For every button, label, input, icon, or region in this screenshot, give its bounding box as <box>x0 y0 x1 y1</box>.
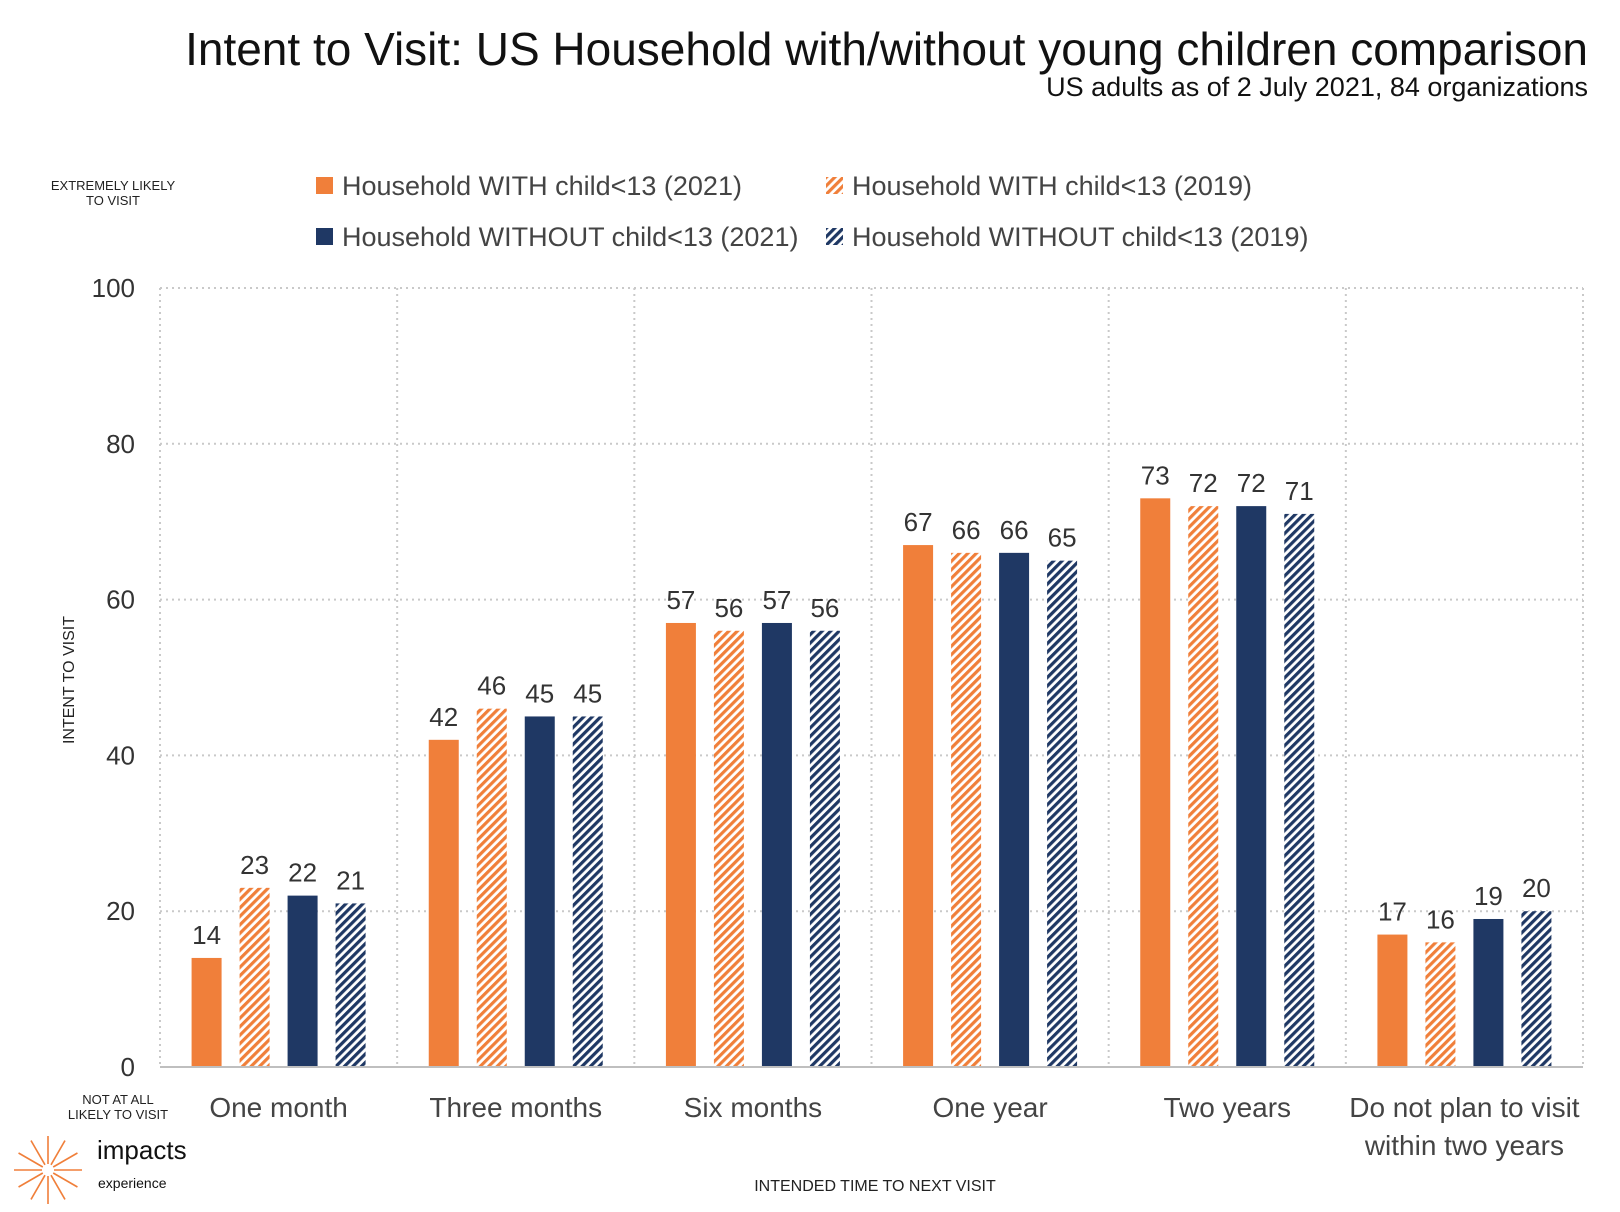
data-label: 57 <box>666 585 695 615</box>
x-tick-label: Two years <box>1163 1092 1291 1123</box>
x-tick-label: Six months <box>684 1092 823 1123</box>
data-label: 66 <box>1000 515 1029 545</box>
data-label: 72 <box>1237 468 1266 498</box>
data-label: 73 <box>1141 460 1170 490</box>
bar <box>713 630 744 1067</box>
data-label: 45 <box>573 678 602 708</box>
data-labels: 14 23 22 21 42 46 45 45 57 56 57 56 67 66 66 65 73 72 72 71… <box>192 460 1551 950</box>
y-tick-label: 80 <box>106 429 135 459</box>
sunburst-ray <box>52 1152 78 1168</box>
bar <box>1473 918 1504 1067</box>
bar <box>572 716 603 1067</box>
y-tick-label: 40 <box>106 740 135 770</box>
data-label: 56 <box>810 593 839 623</box>
data-label: 21 <box>336 865 365 895</box>
bar <box>428 739 459 1067</box>
axes: 0 20 40 60 80 100 One month Three months Six mon… <box>92 273 1583 1161</box>
data-label: 67 <box>904 507 933 537</box>
gridlines <box>159 287 1584 1067</box>
data-label: 57 <box>762 585 791 615</box>
bar <box>239 887 270 1067</box>
data-label: 46 <box>477 671 506 701</box>
bar <box>1377 934 1408 1067</box>
sunburst-ray <box>30 1140 46 1166</box>
data-label: 16 <box>1426 904 1455 934</box>
data-label: 42 <box>429 702 458 732</box>
sunburst-icon <box>14 1136 82 1204</box>
bar <box>1047 560 1078 1067</box>
sunburst-ray <box>18 1152 44 1168</box>
bars <box>191 498 1552 1068</box>
sunburst-ray <box>30 1174 46 1200</box>
data-label: 23 <box>240 850 269 880</box>
bar <box>1140 498 1171 1068</box>
bar <box>665 622 696 1067</box>
y-tick-label: 20 <box>106 896 135 926</box>
data-label: 56 <box>714 593 743 623</box>
data-label: 14 <box>192 920 221 950</box>
bar <box>951 552 982 1067</box>
legend-label: Household WITH child<13 (2021) <box>342 171 742 201</box>
y-tick-label: 100 <box>92 273 135 303</box>
bar <box>809 630 840 1067</box>
sunburst-ray <box>52 1172 78 1188</box>
chart-title: Intent to Visit: US Household with/witho… <box>185 23 1588 75</box>
bar <box>999 552 1030 1067</box>
legend-label: Household WITHOUT child<13 (2021) <box>342 222 798 252</box>
logo-subtext: experience <box>98 1175 167 1191</box>
bar <box>1236 506 1267 1067</box>
sunburst-ray <box>50 1140 66 1166</box>
bar <box>524 716 555 1067</box>
bar <box>1188 506 1219 1067</box>
logo-name: impacts <box>97 1135 187 1165</box>
data-label: 66 <box>952 515 981 545</box>
x-tick-label: One month <box>209 1092 348 1123</box>
x-tick-label: within two years <box>1364 1130 1564 1161</box>
bar <box>761 622 792 1067</box>
data-label: 71 <box>1285 476 1314 506</box>
legend-swatch <box>826 228 843 245</box>
y-axis-bottom-annotation: NOT AT ALL LIKELY TO VISIT <box>67 1092 169 1122</box>
bar <box>191 957 222 1067</box>
x-axis-title: INTENDED TIME TO NEXT VISIT <box>754 1178 996 1195</box>
sunburst-ray <box>50 1174 66 1200</box>
data-label: 20 <box>1522 873 1551 903</box>
y-tick-label: 60 <box>106 585 135 615</box>
bar <box>335 903 366 1067</box>
bar <box>903 545 934 1067</box>
legend-swatch <box>316 228 333 245</box>
x-tick-label: Do not plan to visit <box>1349 1092 1580 1123</box>
sunburst-ray <box>18 1172 44 1188</box>
bar <box>1425 942 1456 1067</box>
data-label: 17 <box>1378 897 1407 927</box>
legend-swatch <box>316 177 333 194</box>
y-tick-label: 0 <box>121 1052 135 1082</box>
bar <box>1521 911 1552 1067</box>
data-label: 72 <box>1189 468 1218 498</box>
bar <box>287 895 318 1067</box>
bar <box>1284 513 1315 1067</box>
chart-subtitle: US adults as of 2 July 2021, 84 organiza… <box>1046 72 1588 102</box>
data-label: 45 <box>525 678 554 708</box>
bar <box>476 708 507 1067</box>
x-tick-label: One year <box>932 1092 1047 1123</box>
legend-label: Household WITHOUT child<13 (2019) <box>852 222 1308 252</box>
legend-swatch <box>826 177 843 194</box>
x-tick-label: Three months <box>429 1092 602 1123</box>
data-label: 65 <box>1048 523 1077 553</box>
data-label: 22 <box>288 858 317 888</box>
legend: Household WITH child<13 (2021) Household … <box>316 171 1308 252</box>
y-axis-top-annotation: EXTREMELY LIKELY TO VISIT <box>50 178 176 208</box>
legend-label: Household WITH child<13 (2019) <box>852 171 1252 201</box>
data-label: 19 <box>1474 881 1503 911</box>
